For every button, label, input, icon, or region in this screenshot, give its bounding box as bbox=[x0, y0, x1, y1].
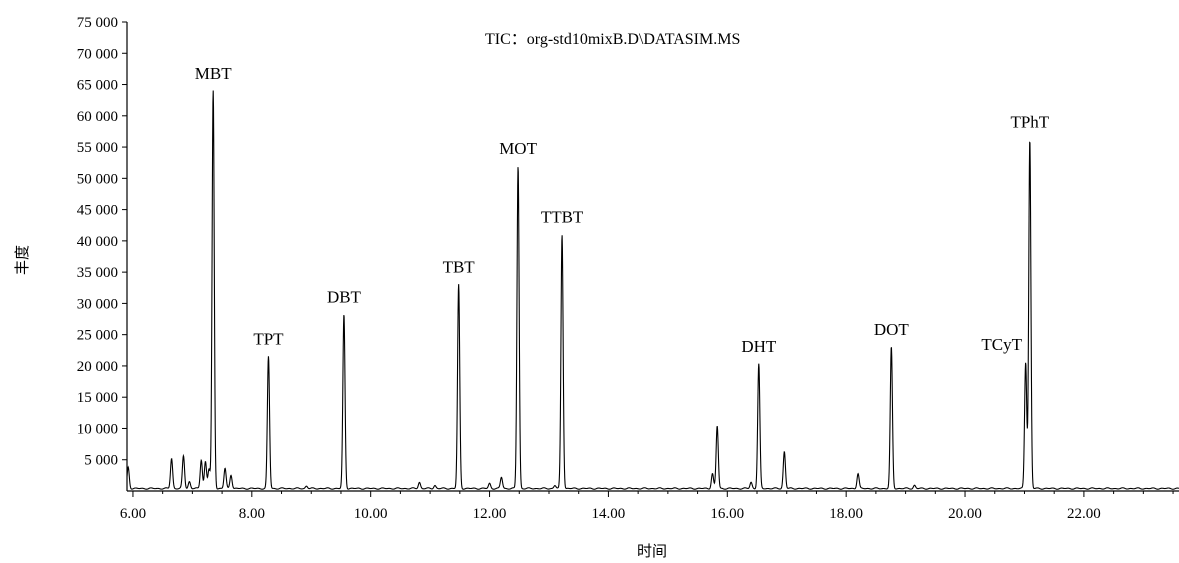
y-tick-label: 75 000 bbox=[77, 15, 118, 31]
y-tick-label: 15 000 bbox=[77, 390, 118, 406]
y-tick-label: 40 000 bbox=[77, 234, 118, 250]
peak-label-tcyt: TCyT bbox=[981, 335, 1022, 354]
peak-labels: MBT TPT DBT TBT MOT TTBT DHT DOT TCyT TPhT bbox=[195, 64, 1050, 356]
peak-label-dht: DHT bbox=[741, 337, 777, 356]
x-axis-label: 时间 bbox=[637, 542, 667, 560]
peak-label-tbt: TBT bbox=[443, 258, 476, 277]
peak-label-mbt: MBT bbox=[195, 64, 232, 83]
x-tick-label: 14.00 bbox=[592, 506, 626, 522]
x-axis-ticks: 6.00 8.00 10.00 12.00 14.00 16.00 18.00 20.00 22… bbox=[120, 491, 1174, 522]
axes bbox=[126, 22, 1179, 492]
x-tick-label: 20.00 bbox=[948, 506, 982, 522]
y-axis-ticks: 5 000 10 000 15 000 20 000 25 000 30 000 35 00… bbox=[77, 15, 127, 469]
x-tick-label: 10.00 bbox=[354, 506, 388, 522]
y-axis-label: 丰度 bbox=[13, 245, 31, 275]
peak-label-dbt: DBT bbox=[327, 288, 362, 307]
chart-title: TIC：org-std10mixB.D\DATASIM.MS bbox=[485, 31, 740, 48]
peak-label-ttbt: TTBT bbox=[541, 208, 584, 227]
y-tick-label: 10 000 bbox=[77, 421, 118, 437]
y-tick-label: 20 000 bbox=[77, 359, 118, 375]
peak-label-tpht: TPhT bbox=[1010, 113, 1049, 132]
x-tick-label: 22.00 bbox=[1067, 506, 1101, 522]
y-tick-label: 60 000 bbox=[77, 109, 118, 125]
y-tick-label: 45 000 bbox=[77, 203, 118, 219]
y-tick-label: 30 000 bbox=[77, 296, 118, 312]
x-tick-label: 12.00 bbox=[473, 506, 507, 522]
y-tick-label: 5 000 bbox=[84, 453, 118, 469]
y-tick-label: 25 000 bbox=[77, 328, 118, 344]
y-tick-label: 50 000 bbox=[77, 171, 118, 187]
peak-label-mot: MOT bbox=[499, 139, 537, 158]
x-tick-label: 16.00 bbox=[710, 506, 744, 522]
x-tick-label: 8.00 bbox=[239, 506, 265, 522]
x-tick-label: 18.00 bbox=[829, 506, 863, 522]
y-tick-label: 55 000 bbox=[77, 140, 118, 156]
y-tick-label: 65 000 bbox=[77, 78, 118, 94]
y-tick-label: 70 000 bbox=[77, 46, 118, 62]
y-tick-label: 35 000 bbox=[77, 265, 118, 281]
tic-trace-line bbox=[126, 90, 1179, 490]
peak-label-dot: DOT bbox=[874, 320, 910, 339]
x-tick-label: 6.00 bbox=[120, 506, 146, 522]
peak-label-tpt: TPT bbox=[253, 330, 284, 349]
